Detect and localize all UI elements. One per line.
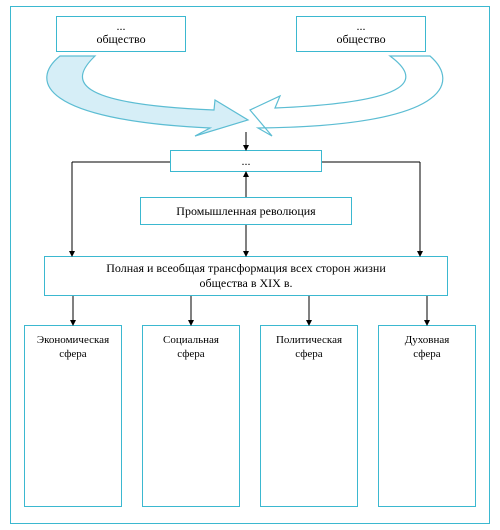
line1: Экономическая bbox=[37, 334, 109, 348]
top-box-left: ... общество bbox=[56, 16, 186, 52]
ellipsis: ... bbox=[357, 21, 366, 32]
line1: Социальная bbox=[163, 334, 219, 348]
transformation-box: Полная и всеобщая трансформация всех сто… bbox=[44, 256, 448, 296]
line1: Полная и всеобщая трансформация всех сто… bbox=[106, 261, 386, 276]
top-box-right: ... общество bbox=[296, 16, 426, 52]
label: Промышленная революция bbox=[176, 204, 315, 219]
line2: сфера bbox=[177, 348, 204, 362]
label: общество bbox=[96, 32, 145, 47]
ellipsis: ... bbox=[117, 21, 126, 32]
line2: сфера bbox=[413, 348, 440, 362]
sphere-col-political: Политическая сфера bbox=[260, 325, 358, 507]
line2: сфера bbox=[295, 348, 322, 362]
sphere-col-spiritual: Духовная сфера bbox=[378, 325, 476, 507]
sphere-col-economic: Экономическая сфера bbox=[24, 325, 122, 507]
label: общество bbox=[336, 32, 385, 47]
industrial-revolution-box: Промышленная революция bbox=[140, 197, 352, 225]
middle-box: ... bbox=[170, 150, 322, 172]
sphere-col-social: Социальная сфера bbox=[142, 325, 240, 507]
label: ... bbox=[242, 154, 251, 169]
line1: Духовная bbox=[405, 334, 450, 348]
line1: Политическая bbox=[276, 334, 342, 348]
line2: сфера bbox=[59, 348, 86, 362]
line2: общества в XIX в. bbox=[199, 276, 292, 291]
